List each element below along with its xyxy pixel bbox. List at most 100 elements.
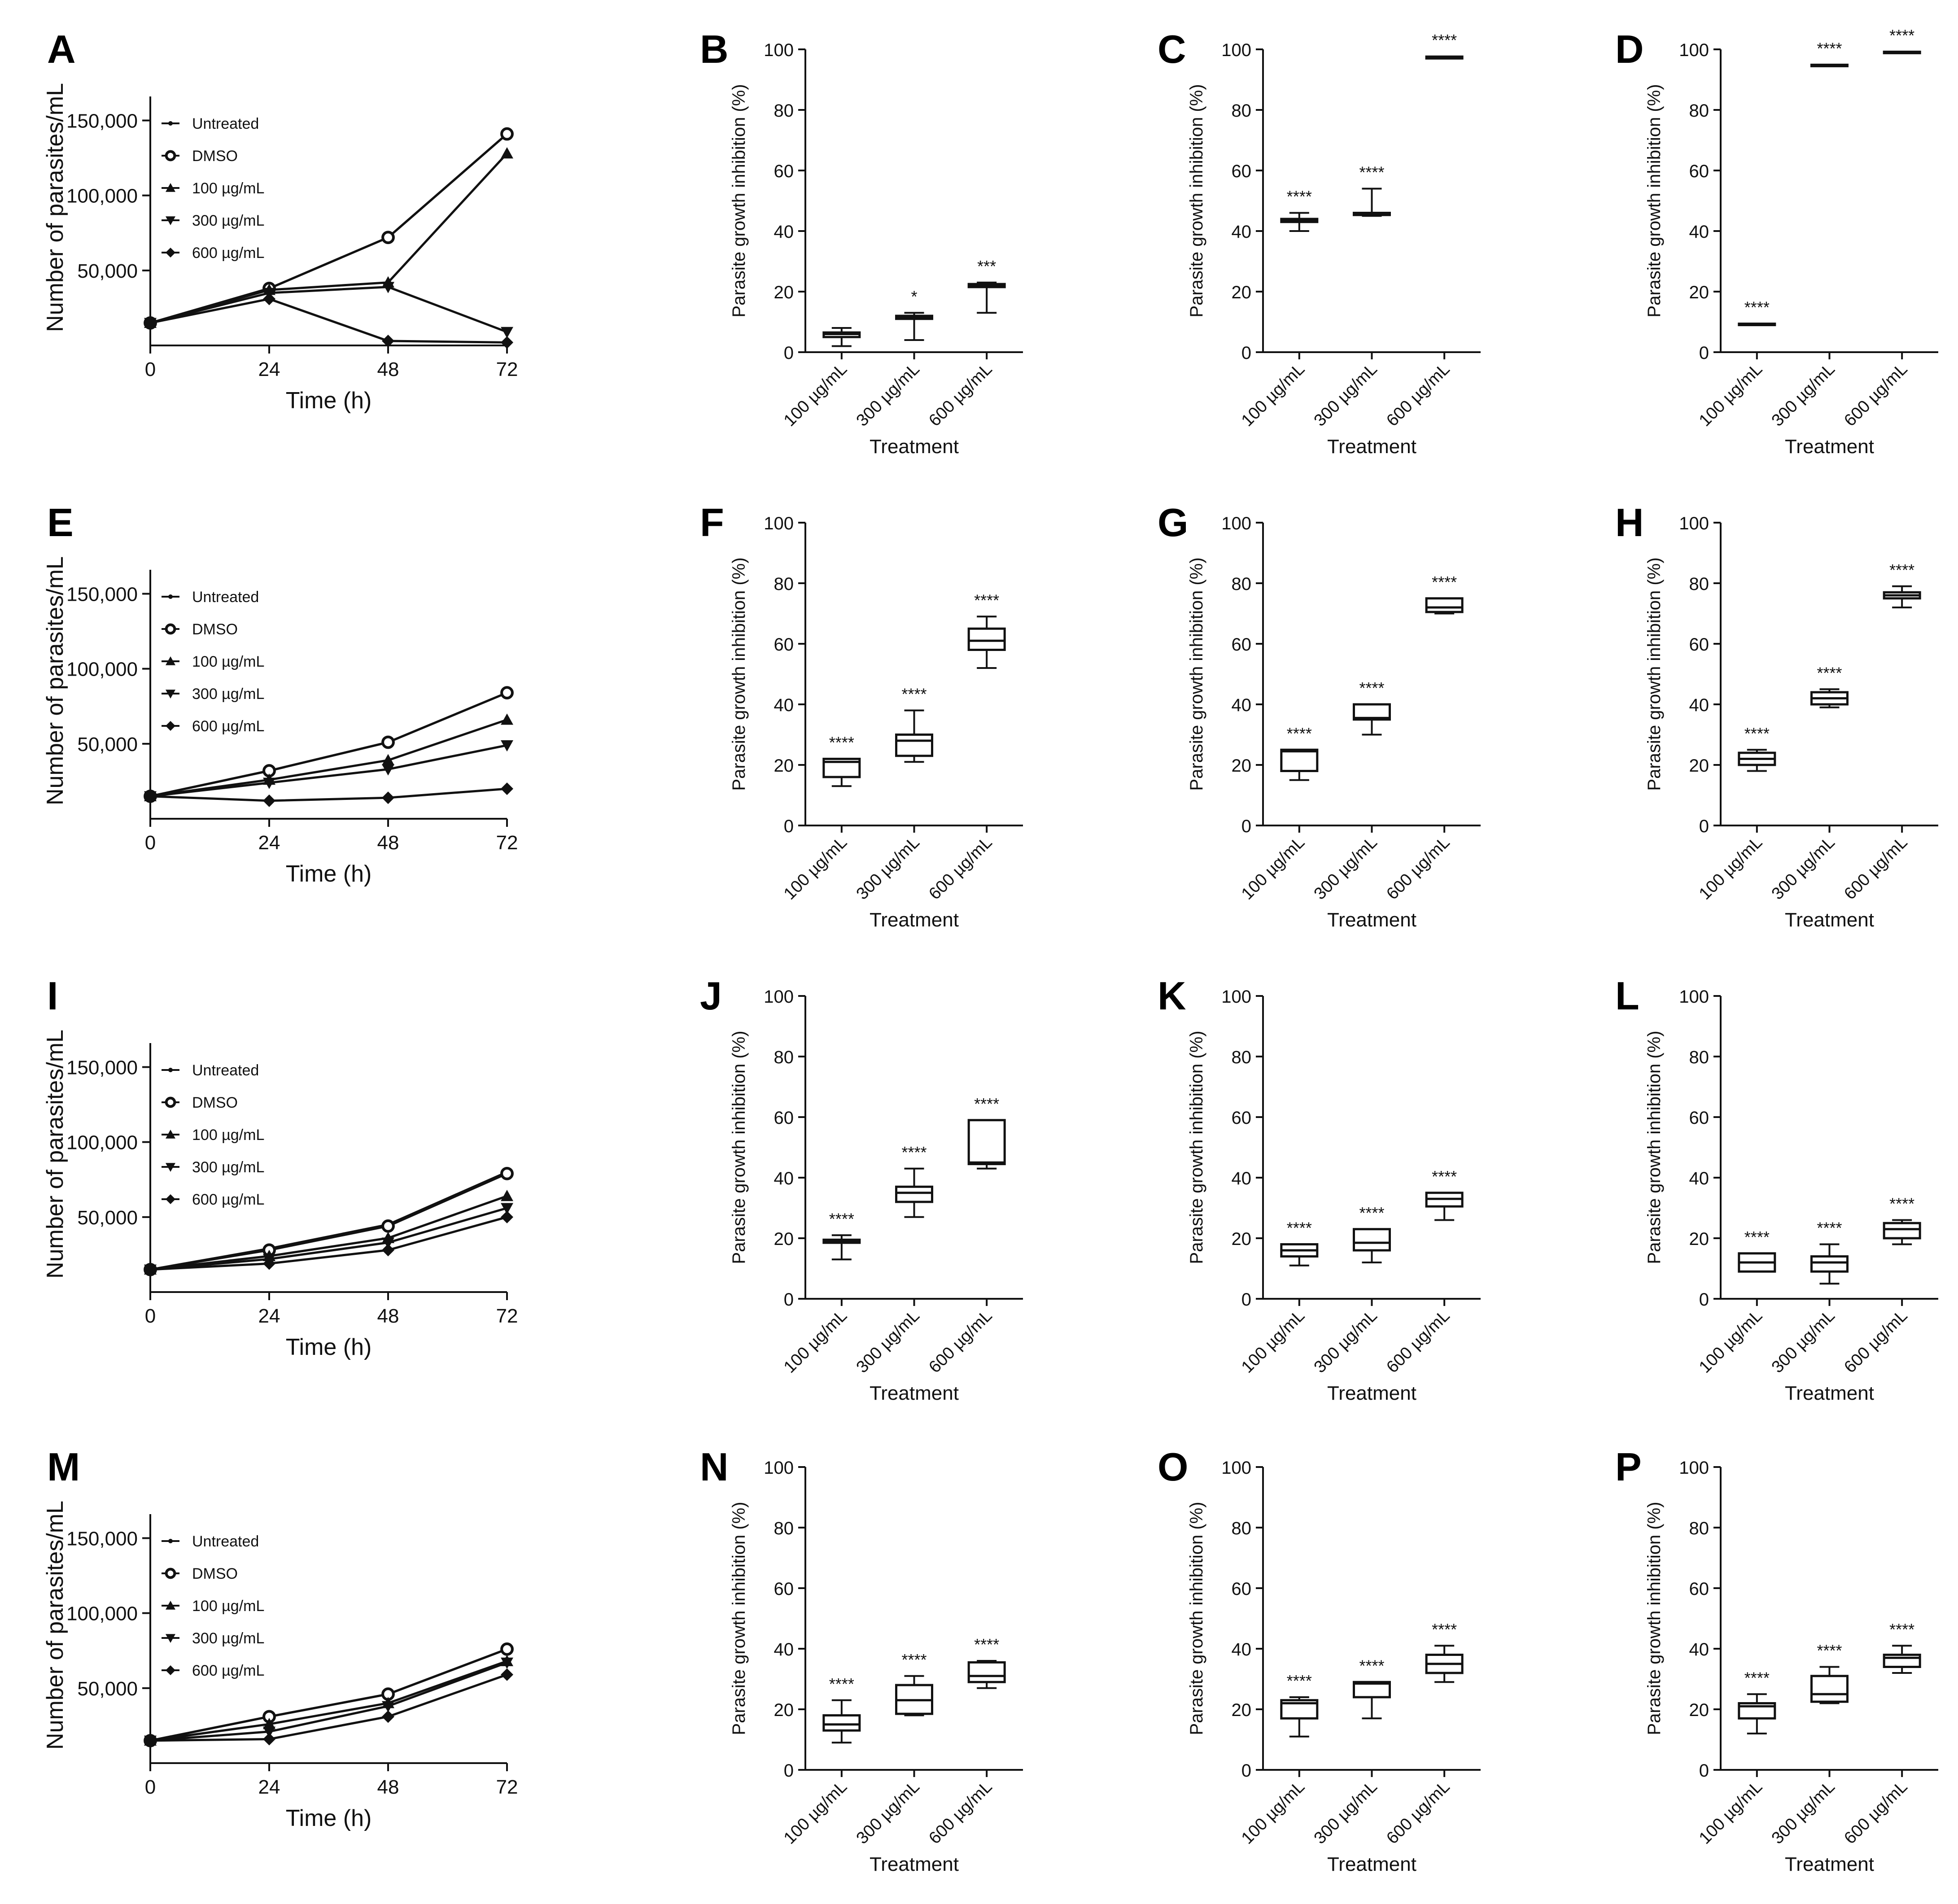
y-tick-label: 60	[1232, 162, 1252, 181]
category-label: 100 µg/mL	[1696, 1306, 1766, 1377]
panel-label: P	[1615, 1445, 1642, 1489]
category-label: 100 µg/mL	[1238, 1306, 1308, 1377]
y-tick-label: 0	[1699, 1761, 1709, 1781]
data-point	[501, 740, 513, 752]
category-label: 100 µg/mL	[1238, 833, 1308, 904]
box	[967, 627, 1006, 651]
panel-E: E 50,000 100,000 150,000 0 24 48 72 Time (h) Numb…	[42, 500, 518, 887]
y-tick-label: 100,000	[66, 1132, 138, 1154]
legend-marker	[165, 1096, 176, 1108]
significance-label: ****	[1432, 573, 1457, 591]
x-axis-label: Treatment	[870, 1853, 959, 1875]
category-label: 300 µg/mL	[853, 1777, 923, 1848]
y-tick-label: 50,000	[77, 260, 138, 282]
legend-label: 100 µg/mL	[192, 653, 264, 670]
y-tick-label: 40	[774, 695, 794, 715]
y-tick-label: 60	[1689, 1579, 1709, 1599]
box	[1353, 1228, 1391, 1252]
y-axis-label: Parasite growth inhibition (%)	[1187, 1031, 1206, 1264]
legend-marker	[165, 150, 176, 162]
y-tick-label: 0	[1699, 817, 1709, 836]
legend-label: DMSO	[192, 1094, 238, 1111]
y-tick-label: 80	[1689, 101, 1709, 121]
box	[1883, 1654, 1921, 1668]
y-tick-label: 40	[774, 222, 794, 242]
y-tick-label: 40	[1232, 1169, 1252, 1188]
significance-label: ****	[1889, 561, 1914, 579]
y-tick-label: 50,000	[77, 1678, 138, 1700]
data-point	[381, 1219, 395, 1233]
y-tick-label: 100	[1679, 987, 1709, 1007]
data-point	[500, 686, 514, 700]
panel-O: O 0 20 40 60 80 100 **** 100 µg/mL **** 300 µg/mL *…	[1158, 1445, 1481, 1875]
panel-label: A	[47, 27, 76, 71]
x-tick-label: 0	[145, 358, 156, 380]
box	[967, 1119, 1006, 1166]
legend-marker	[166, 690, 175, 699]
significance-label: ****	[974, 1095, 999, 1113]
legend-marker	[166, 1130, 175, 1139]
panel-label: M	[47, 1445, 80, 1489]
y-tick-label: 80	[1232, 101, 1252, 121]
y-axis-label: Parasite growth inhibition (%)	[1644, 1031, 1664, 1264]
legend-label: 100 µg/mL	[192, 1598, 264, 1615]
x-tick-label: 48	[377, 358, 399, 380]
significance-label: ****	[1287, 724, 1312, 742]
y-tick-label: 100,000	[66, 659, 138, 681]
significance-label: ****	[974, 591, 999, 609]
y-tick-label: 80	[774, 574, 794, 594]
data-point	[144, 1263, 157, 1276]
significance-label: ****	[829, 734, 854, 752]
data-point	[501, 1657, 513, 1669]
category-label: 600 µg/mL	[925, 360, 996, 430]
y-tick-label: 100,000	[66, 185, 138, 207]
data-point	[263, 1733, 275, 1746]
panel-F: F 0 20 40 60 80 100 **** 100 µg/mL **** 300 µg/mL *…	[700, 500, 1023, 931]
category-label: 600 µg/mL	[1840, 360, 1911, 430]
y-tick-label: 40	[774, 1640, 794, 1659]
series-line	[150, 718, 507, 798]
y-tick-label: 50,000	[77, 1207, 138, 1229]
x-axis-label: Treatment	[870, 436, 959, 458]
category-label: 100 µg/mL	[1238, 360, 1308, 430]
significance-label: ****	[1889, 26, 1914, 44]
y-axis-label: Parasite growth inhibition (%)	[1644, 557, 1664, 790]
panel-J: J 0 20 40 60 80 100 **** 100 µg/mL **** 300 µg/mL *…	[700, 974, 1023, 1404]
series-line	[150, 1207, 507, 1271]
y-tick-label: 20	[1232, 756, 1252, 776]
significance-label: ****	[1359, 1204, 1384, 1222]
series-line	[150, 1172, 508, 1271]
legend-marker	[168, 1068, 173, 1072]
category-label: 100 µg/mL	[1696, 360, 1766, 430]
box	[1280, 748, 1319, 772]
y-tick-label: 40	[1689, 1169, 1709, 1188]
y-tick-label: 100	[1221, 40, 1251, 60]
significance-label: ****	[1817, 39, 1842, 57]
legend-label: 600 µg/mL	[192, 718, 264, 735]
legend-marker	[166, 1194, 175, 1204]
series-line	[150, 1648, 507, 1742]
legend-label: 300 µg/mL	[192, 686, 264, 703]
significance-label: ****	[1744, 298, 1770, 317]
y-tick-label: 150,000	[66, 1528, 138, 1550]
y-axis-label: Number of parasites/mL	[42, 1030, 68, 1279]
y-tick-label: 80	[1232, 1048, 1252, 1067]
legend-label: 600 µg/mL	[192, 245, 264, 262]
data-point	[500, 1642, 514, 1656]
significance-label: ****	[1889, 1620, 1914, 1638]
x-axis-label: Treatment	[1785, 1853, 1874, 1875]
significance-label: ****	[901, 1651, 927, 1669]
data-point	[500, 127, 514, 141]
y-tick-label: 0	[784, 817, 794, 836]
panel-I: I 50,000 100,000 150,000 0 24 48 72 Time (h) Numb…	[42, 974, 518, 1360]
y-axis-label: Number of parasites/mL	[42, 1501, 68, 1750]
significance-label: ****	[901, 1143, 927, 1162]
category-label: 600 µg/mL	[1383, 1306, 1453, 1377]
legend-label: Untreated	[192, 1533, 259, 1550]
y-tick-label: 0	[1699, 343, 1709, 363]
y-tick-label: 60	[1689, 162, 1709, 181]
data-point	[263, 293, 275, 306]
y-tick-label: 100	[1679, 40, 1709, 60]
category-label: 100 µg/mL	[780, 1777, 851, 1848]
y-tick-label: 40	[1232, 695, 1252, 715]
